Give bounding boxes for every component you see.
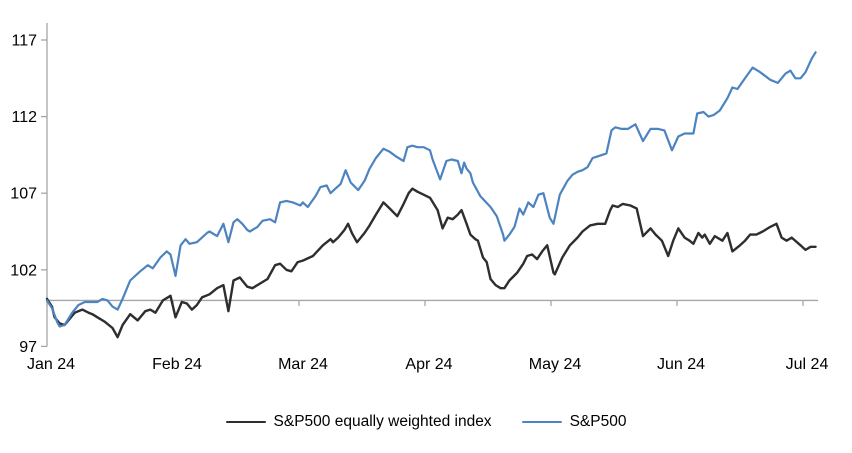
x-tick-label: Jun 24: [657, 356, 705, 373]
legend-item-sp500: S&P500: [521, 413, 627, 431]
legend-label-sp500-equal-weight: S&P500 equally weighted index: [273, 413, 492, 431]
y-tick-label: 97: [19, 339, 37, 356]
legend-line-swatch-dark-icon: [225, 420, 266, 424]
y-tick-label: 102: [10, 262, 37, 279]
x-tick-label: May 24: [529, 356, 582, 373]
legend: S&P500 equally weighted index S&P500: [0, 409, 852, 435]
legend-line-swatch-blue-icon: [521, 420, 562, 424]
y-tick-label: 107: [10, 186, 37, 203]
legend-item-sp500-equal-weight: S&P500 equally weighted index: [225, 413, 492, 431]
chart-canvas: 97 102 107 112 117 Jan 24 Feb 24 Mar 24 Apr 24 Ma…: [10, 23, 829, 373]
series-line-sp500: [45, 51, 817, 328]
x-tick-label: Apr 24: [405, 356, 452, 373]
x-tick-label: Jan 24: [27, 356, 75, 373]
x-tick-label: Mar 24: [278, 356, 328, 373]
y-tick-label: 112: [11, 109, 37, 126]
series-line-sp500-equal-weight: [45, 187, 817, 339]
x-tick-label: Feb 24: [152, 356, 202, 373]
x-tick-label: Jul 24: [786, 356, 829, 373]
legend-label-sp500: S&P500: [569, 413, 627, 431]
y-tick-label: 117: [11, 33, 37, 50]
